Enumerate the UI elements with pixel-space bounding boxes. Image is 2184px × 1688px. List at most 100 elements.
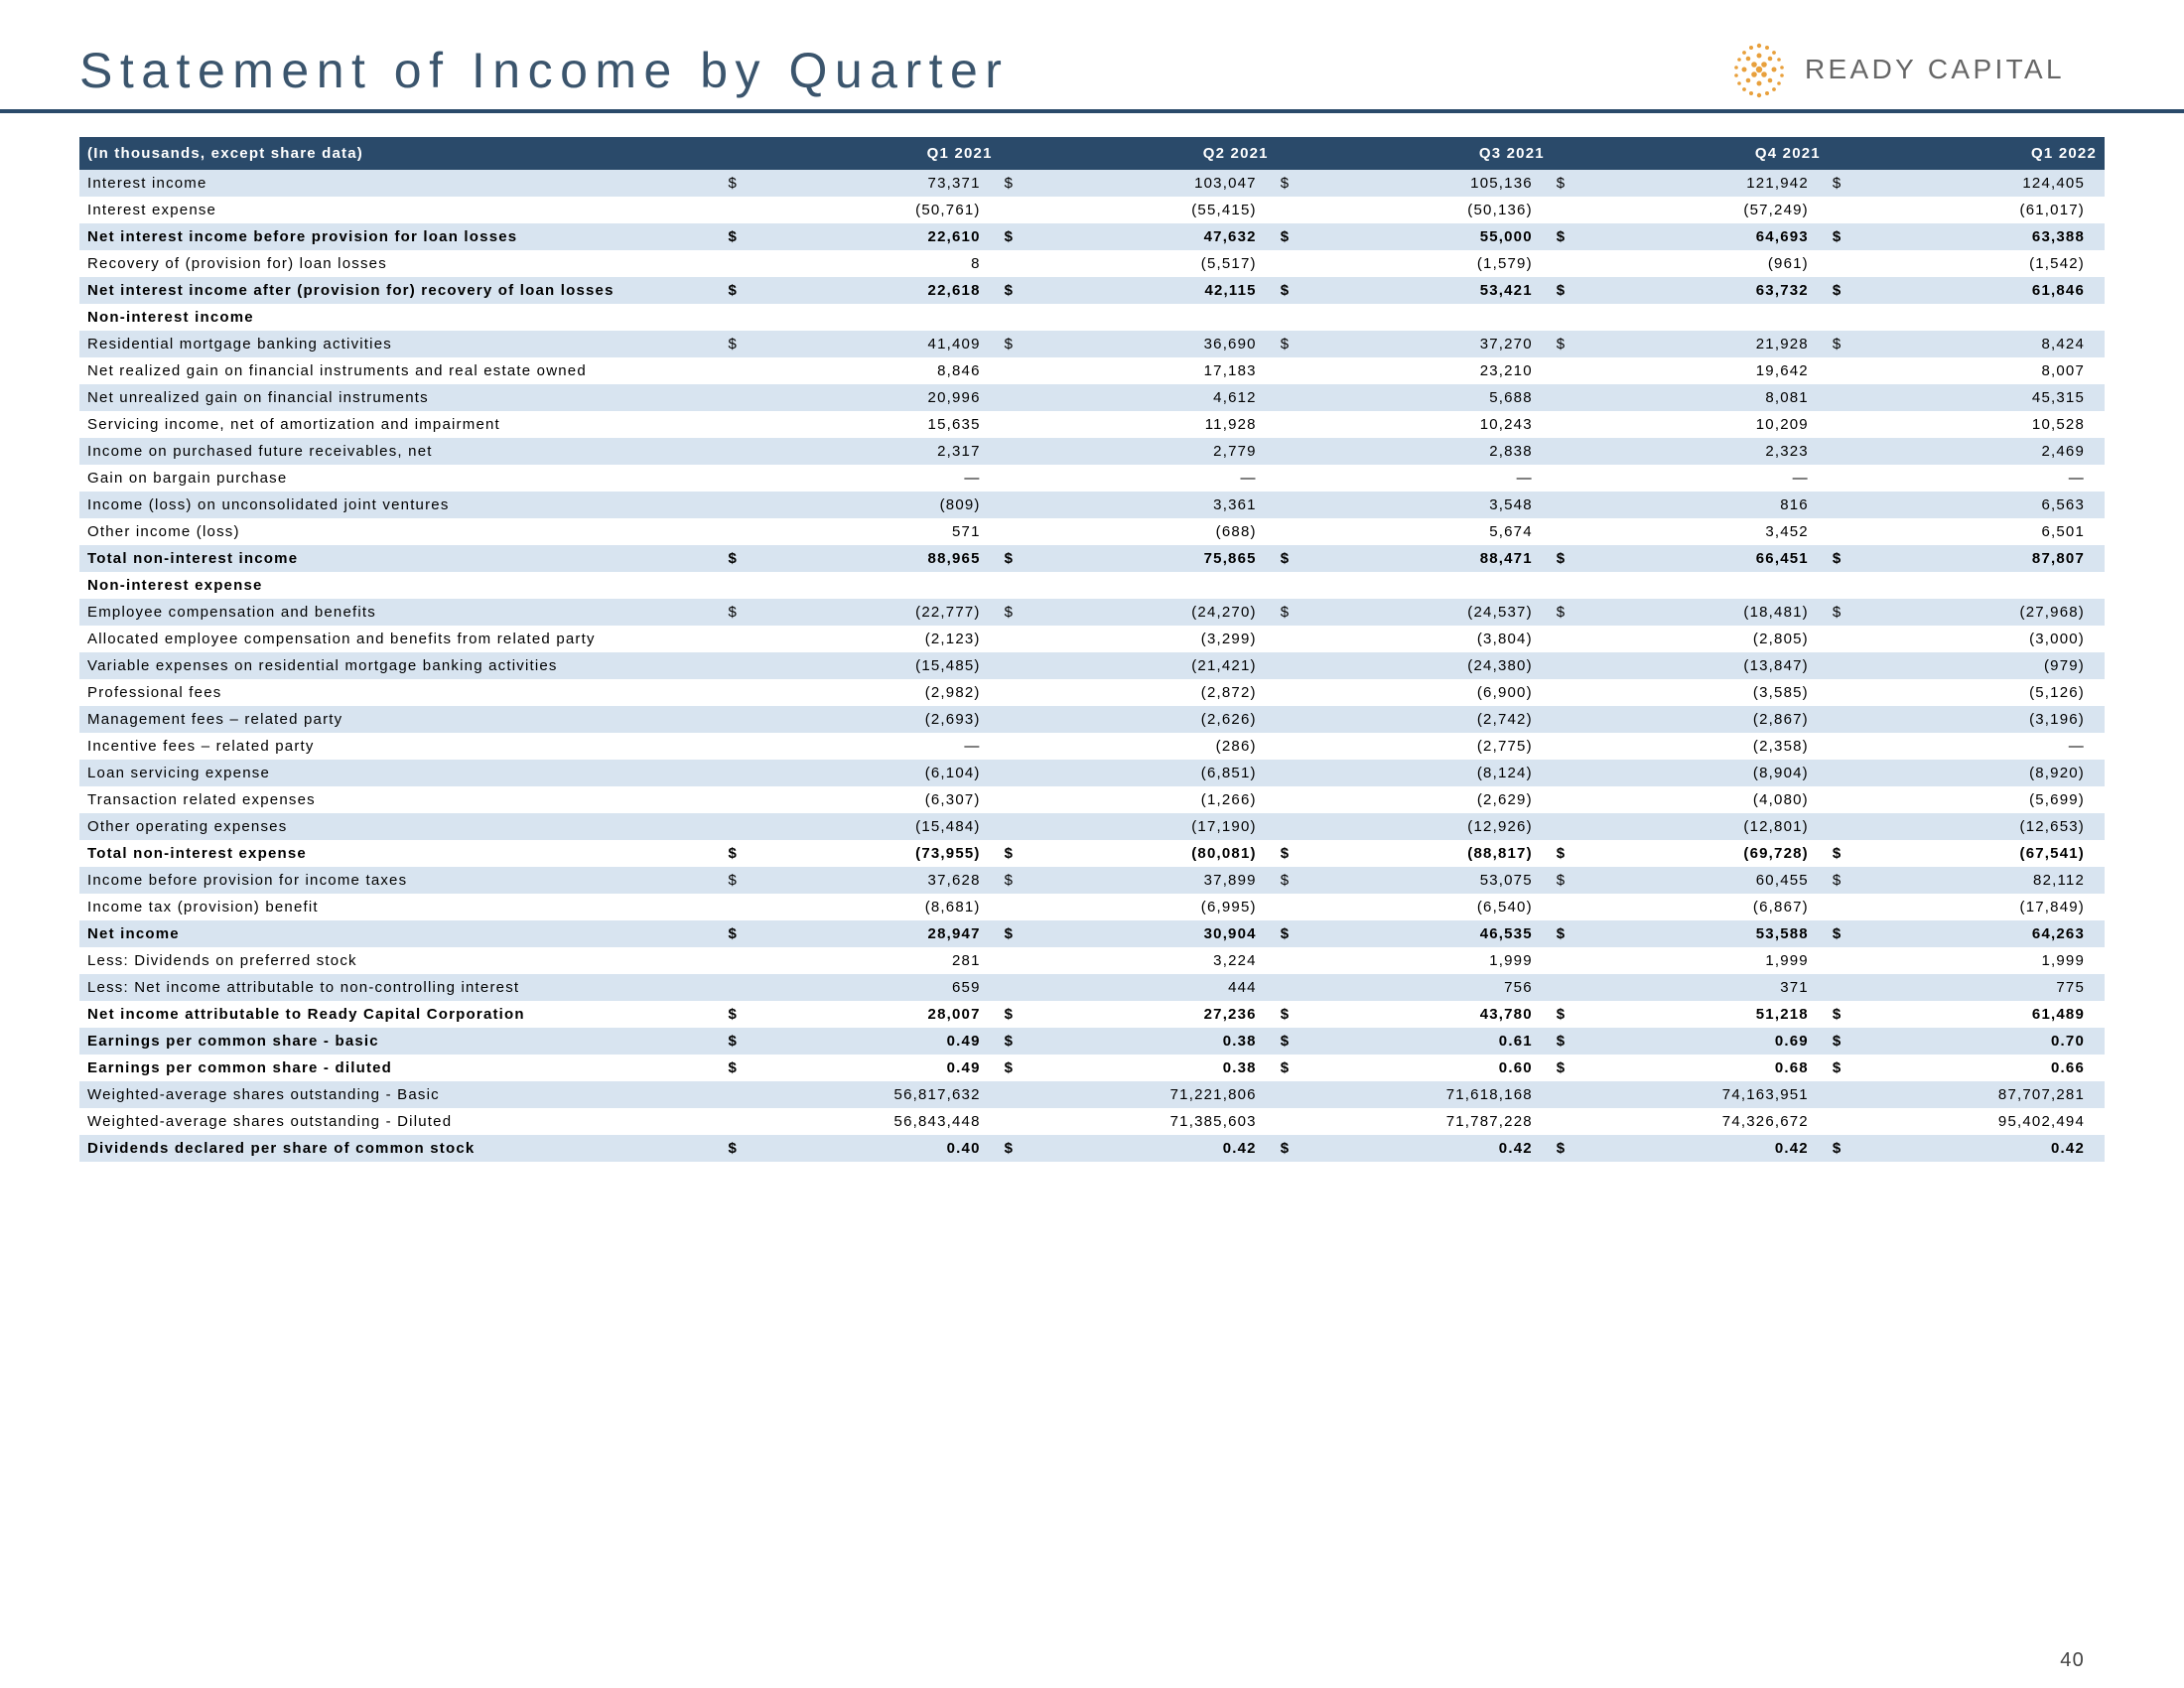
row-label: Residential mortgage banking activities: [79, 331, 725, 357]
value-cell: 0.68: [1582, 1055, 1829, 1081]
dollar-sign-cell: $: [1553, 867, 1582, 894]
value-cell: (6,867): [1582, 894, 1829, 920]
dollar-sign-cell: $: [1001, 170, 1030, 197]
value-cell: 124,405: [1858, 170, 2105, 197]
dollar-sign-cell: $: [725, 840, 754, 867]
period-header: Q1 2022: [1858, 137, 2105, 170]
dollar-sign-cell: [1829, 518, 1858, 545]
value-cell: (67,541): [1858, 840, 2105, 867]
value-cell: 63,732: [1582, 277, 1829, 304]
value-cell: 60,455: [1582, 867, 1829, 894]
row-label: Allocated employee compensation and bene…: [79, 626, 725, 652]
dollar-sign-cell: [1001, 679, 1030, 706]
dollar-sign-cell: $: [1553, 920, 1582, 947]
dollar-sign-cell: $: [1001, 840, 1030, 867]
value-cell: (22,777): [754, 599, 1001, 626]
value-cell: [1030, 572, 1277, 599]
value-cell: 71,618,168: [1306, 1081, 1553, 1108]
row-label: Net income attributable to Ready Capital…: [79, 1001, 725, 1028]
dollar-sign-cell: [1001, 1081, 1030, 1108]
table-row: Transaction related expenses(6,307)(1,26…: [79, 786, 2105, 813]
row-label: Weighted-average shares outstanding - Ba…: [79, 1081, 725, 1108]
value-cell: [754, 304, 1001, 331]
dollar-sign-cell: $: [1001, 599, 1030, 626]
value-cell: 8,007: [1858, 357, 2105, 384]
row-label: Net realized gain on financial instrumen…: [79, 357, 725, 384]
income-statement-table: (In thousands, except share data)Q1 2021…: [79, 137, 2105, 1162]
value-cell: (286): [1030, 733, 1277, 760]
dollar-sign-cell: $: [1829, 1055, 1858, 1081]
value-cell: 3,361: [1030, 492, 1277, 518]
dollar-sign-cell: [725, 518, 754, 545]
table-row: Income tax (provision) benefit(8,681)(6,…: [79, 894, 2105, 920]
dollar-sign-cell: [1829, 626, 1858, 652]
dollar-sign-cell: [725, 813, 754, 840]
dollar-sign-cell: $: [1001, 1055, 1030, 1081]
company-logo: READY CAPITAL: [1729, 40, 2065, 99]
dollar-sign-cell: [1001, 813, 1030, 840]
value-cell: (73,955): [754, 840, 1001, 867]
value-cell: 2,323: [1582, 438, 1829, 465]
dollar-sign-cell: [725, 760, 754, 786]
value-cell: —: [1030, 465, 1277, 492]
row-label: Gain on bargain purchase: [79, 465, 725, 492]
value-cell: (961): [1582, 250, 1829, 277]
value-cell: 2,779: [1030, 438, 1277, 465]
dollar-sign-cell: [1001, 438, 1030, 465]
dollar-sign-cell: $: [1001, 920, 1030, 947]
row-label: Other income (loss): [79, 518, 725, 545]
value-cell: 6,563: [1858, 492, 2105, 518]
dollar-sign-cell: [1277, 1108, 1306, 1135]
dollar-sign-cell: $: [1829, 1001, 1858, 1028]
row-label: Transaction related expenses: [79, 786, 725, 813]
table-row: Less: Dividends on preferred stock2813,2…: [79, 947, 2105, 974]
value-cell: 659: [754, 974, 1001, 1001]
value-cell: 53,421: [1306, 277, 1553, 304]
value-cell: 66,451: [1582, 545, 1829, 572]
dollar-sign-cell: [1553, 197, 1582, 223]
dollar-sign-cell: $: [1553, 1001, 1582, 1028]
dollar-sign-cell: [1829, 679, 1858, 706]
dollar-sign-cell: [1553, 652, 1582, 679]
table-row: Gain on bargain purchase—————: [79, 465, 2105, 492]
value-cell: 10,528: [1858, 411, 2105, 438]
dollar-sign-cell: [1001, 384, 1030, 411]
dollar-sign-cell: $: [1001, 331, 1030, 357]
value-cell: 2,838: [1306, 438, 1553, 465]
dollar-sign-cell: $: [1001, 545, 1030, 572]
value-cell: 43,780: [1306, 1001, 1553, 1028]
table-row: Net income attributable to Ready Capital…: [79, 1001, 2105, 1028]
value-cell: (15,485): [754, 652, 1001, 679]
page-title: Statement of Income by Quarter: [79, 42, 1009, 99]
row-label: Other operating expenses: [79, 813, 725, 840]
value-cell: (2,867): [1582, 706, 1829, 733]
value-cell: (12,801): [1582, 813, 1829, 840]
dollar-sign-cell: [725, 733, 754, 760]
value-cell: (12,926): [1306, 813, 1553, 840]
dollar-sign-cell: [1001, 974, 1030, 1001]
value-cell: 27,236: [1030, 1001, 1277, 1028]
value-cell: 0.69: [1582, 1028, 1829, 1055]
value-cell: (2,982): [754, 679, 1001, 706]
value-cell: 53,588: [1582, 920, 1829, 947]
logo-text: READY CAPITAL: [1805, 54, 2065, 85]
value-cell: (1,542): [1858, 250, 2105, 277]
table-header-label: (In thousands, except share data): [79, 137, 725, 170]
dollar-sign-cell: $: [725, 1055, 754, 1081]
value-cell: 46,535: [1306, 920, 1553, 947]
dollar-sign-cell: [1829, 974, 1858, 1001]
value-cell: (8,681): [754, 894, 1001, 920]
value-cell: 0.42: [1582, 1135, 1829, 1162]
value-cell: (15,484): [754, 813, 1001, 840]
dollar-sign-cell: [1277, 438, 1306, 465]
dollar-sign-cell: [725, 492, 754, 518]
dollar-sign-cell: [1553, 706, 1582, 733]
dollar-sign-cell: [725, 465, 754, 492]
value-cell: (13,847): [1582, 652, 1829, 679]
value-cell: (61,017): [1858, 197, 2105, 223]
dollar-sign-cell: $: [1553, 599, 1582, 626]
dollar-sign-cell: $: [1277, 867, 1306, 894]
dollar-sign-cell: $: [1829, 545, 1858, 572]
dollar-sign-cell: [1001, 1108, 1030, 1135]
dollar-sign-cell: [1829, 197, 1858, 223]
